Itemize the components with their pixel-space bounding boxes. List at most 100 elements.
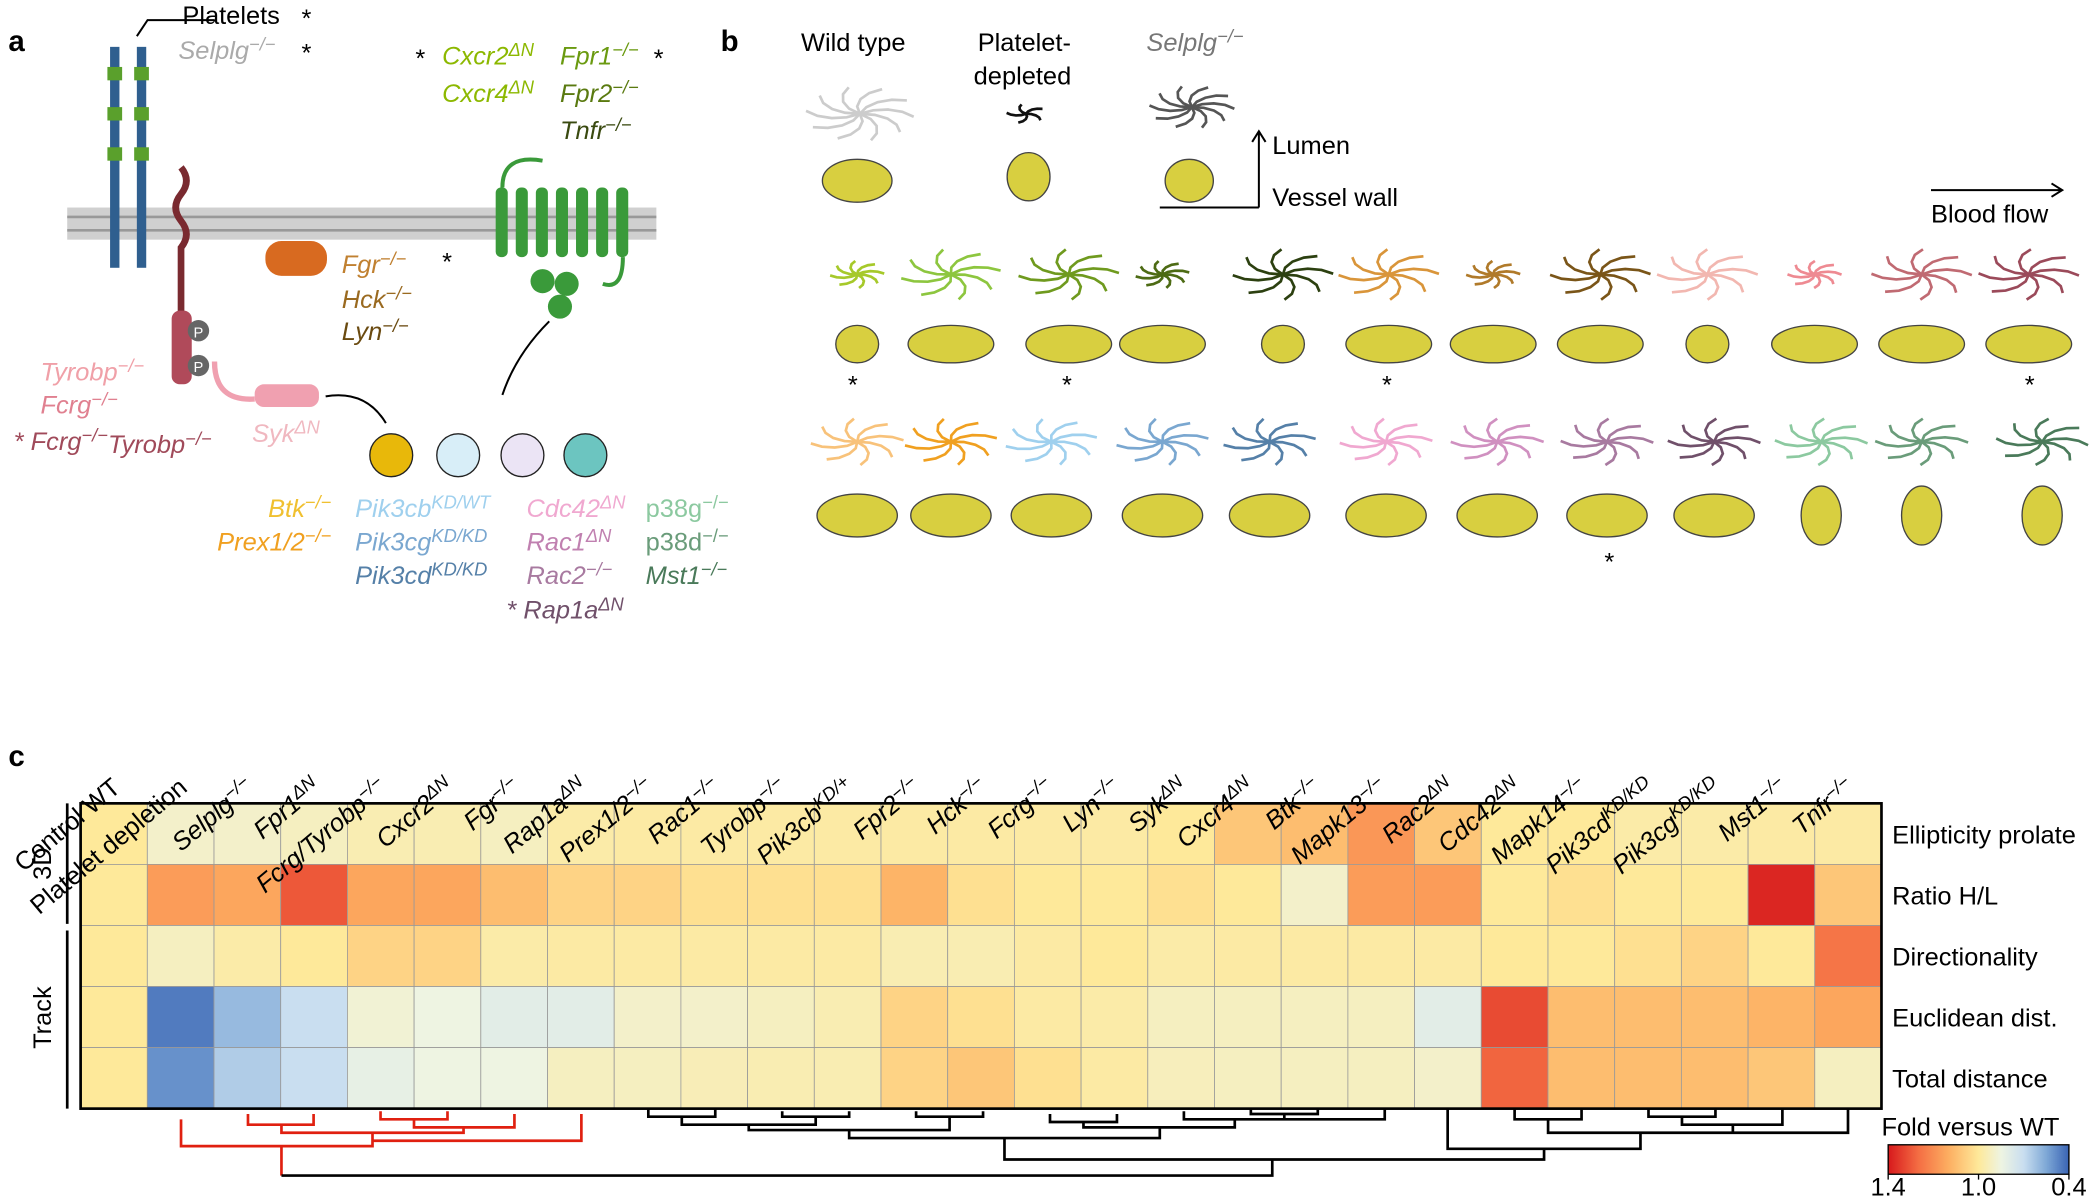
asterisk: * bbox=[1062, 372, 1072, 400]
heatmap-cell bbox=[1547, 986, 1616, 1048]
heatmap-cell bbox=[1214, 986, 1282, 1048]
heatmap-cell bbox=[1480, 1047, 1549, 1110]
heatmap-cell bbox=[480, 864, 548, 926]
track bbox=[1600, 273, 1638, 293]
asterisk: * bbox=[1604, 548, 1614, 576]
track bbox=[1191, 102, 1235, 110]
heatmap-cell bbox=[880, 986, 949, 1048]
track bbox=[1596, 417, 1610, 443]
track bbox=[1874, 439, 1923, 448]
heatmap-cell bbox=[1347, 925, 1415, 987]
label: p38g−/− bbox=[646, 492, 729, 523]
heatmap-cell bbox=[213, 986, 282, 1048]
track bbox=[1885, 255, 1922, 276]
heatmap-cell bbox=[547, 986, 615, 1048]
track bbox=[1191, 105, 1226, 122]
heatmap-cell bbox=[613, 986, 682, 1048]
track bbox=[805, 109, 861, 120]
effector bbox=[436, 433, 481, 478]
track bbox=[1351, 256, 1389, 276]
heatmap-cell bbox=[1347, 1047, 1415, 1110]
track bbox=[1599, 255, 1636, 275]
label: Platelet- bbox=[978, 29, 1071, 57]
heatmap-cell bbox=[1614, 986, 1682, 1048]
track bbox=[1787, 273, 1815, 279]
track bbox=[1549, 273, 1601, 282]
heatmap-cell bbox=[146, 986, 215, 1048]
dendrogram bbox=[179, 1105, 1850, 1177]
track bbox=[1385, 440, 1422, 459]
track bbox=[1373, 417, 1387, 443]
arrow bbox=[325, 394, 387, 424]
heatmap-cell bbox=[146, 1047, 215, 1110]
track bbox=[1068, 273, 1083, 301]
track bbox=[1146, 274, 1164, 287]
track bbox=[1667, 439, 1715, 448]
label: Pik3cdKD/KD bbox=[355, 559, 487, 590]
heatmap-cell bbox=[947, 925, 1015, 987]
heatmap-cell bbox=[613, 925, 682, 987]
colorbar bbox=[1887, 1144, 2070, 1175]
heatmap-cell bbox=[1814, 802, 1882, 865]
heatmap-cell bbox=[880, 864, 949, 926]
cell bbox=[1985, 324, 2073, 364]
track bbox=[821, 425, 858, 444]
track bbox=[1814, 270, 1843, 276]
track bbox=[1786, 441, 1823, 459]
track bbox=[2005, 441, 2044, 458]
track bbox=[1051, 440, 1091, 456]
panel-label: b bbox=[721, 25, 739, 58]
track bbox=[1820, 425, 1857, 443]
heatmap-cell bbox=[1013, 986, 1082, 1048]
track bbox=[1248, 274, 1285, 295]
heatmap-cell bbox=[680, 1047, 749, 1110]
label: Platelets bbox=[182, 2, 280, 30]
track bbox=[1161, 262, 1179, 275]
heatmap-cell bbox=[1480, 925, 1549, 987]
track bbox=[2041, 437, 2089, 447]
label: Mst1−/− bbox=[646, 559, 728, 590]
heatmap-cell bbox=[1147, 1047, 1215, 1110]
heatmap-cell bbox=[347, 925, 415, 987]
track bbox=[859, 112, 879, 142]
track bbox=[1920, 255, 1959, 276]
track bbox=[826, 441, 859, 461]
heatmap-cell bbox=[80, 986, 148, 1048]
track bbox=[1134, 441, 1164, 462]
heatmap-cell bbox=[1747, 864, 1816, 926]
heatmap-cell bbox=[1547, 802, 1616, 865]
track bbox=[857, 273, 879, 284]
track bbox=[1495, 424, 1531, 443]
heatmap-cell bbox=[413, 1047, 482, 1110]
track bbox=[949, 421, 979, 442]
heatmap-cell bbox=[1080, 986, 1149, 1048]
heatmap-cell bbox=[1414, 986, 1482, 1048]
heatmap-cell bbox=[480, 986, 548, 1048]
track bbox=[935, 248, 952, 276]
track bbox=[1147, 417, 1164, 444]
track bbox=[1706, 255, 1744, 275]
track bbox=[810, 440, 858, 449]
track bbox=[1270, 248, 1284, 276]
track bbox=[849, 259, 858, 276]
track bbox=[1995, 437, 2043, 447]
track bbox=[1695, 248, 1709, 276]
heatmap-cell bbox=[1214, 1047, 1282, 1110]
heatmap-cell bbox=[80, 1047, 148, 1110]
heatmap-cell bbox=[747, 986, 815, 1048]
row-label: Euclidean dist. bbox=[1892, 1004, 2057, 1032]
track bbox=[1281, 254, 1318, 275]
heatmap-cell bbox=[347, 1047, 415, 1110]
track bbox=[923, 441, 953, 462]
track bbox=[858, 98, 907, 115]
track bbox=[1485, 417, 1498, 443]
track bbox=[1269, 440, 1308, 457]
track bbox=[1606, 435, 1654, 444]
label: Cxcr2ΔN bbox=[442, 39, 535, 70]
track bbox=[1155, 106, 1193, 120]
heatmap-cell bbox=[1814, 925, 1882, 987]
track bbox=[1161, 433, 1209, 444]
cell bbox=[1118, 324, 1206, 364]
track bbox=[1223, 440, 1271, 450]
track bbox=[1920, 424, 1956, 443]
